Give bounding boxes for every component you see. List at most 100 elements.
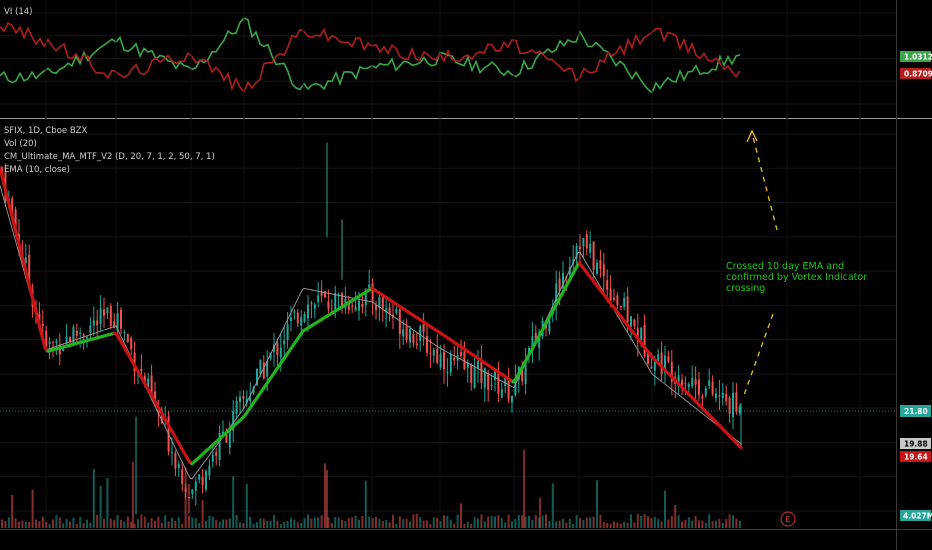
price-bar-body [225,432,228,443]
volume-bar [164,515,167,528]
volume-bar [181,523,184,528]
price-bar-body [354,306,357,311]
volume-bar [619,523,622,528]
price-bar-body [385,308,388,313]
volume-bar [126,516,129,528]
price-bar-body [371,283,374,302]
volume-bar [470,523,473,528]
legend-volume[interactable]: Vol (20) [4,139,37,149]
volume-tag-text: 4.027M [903,512,932,521]
price-bar-body [538,331,541,349]
volume-bar [477,518,479,528]
price-bar-body [732,392,734,418]
volume-bar [21,520,24,528]
volume-bar [154,520,156,528]
price-bar-body [269,352,272,359]
lower-arrow[interactable] [742,313,774,399]
volume-bar [670,515,673,528]
earnings-circle [780,511,796,527]
volume-bar [256,522,258,528]
volume-bar [259,518,262,528]
price-bar-body [364,289,367,306]
volume-bar [412,514,415,528]
price-bar-body [174,452,177,469]
volume-bar [239,522,241,528]
price-bar-body [422,324,425,332]
price-bar-body [470,365,473,383]
price-bar-body [62,347,65,352]
price-bar-body [198,474,201,480]
earnings-marker[interactable]: E [780,511,796,527]
price-bar-body [381,296,384,309]
legend-ultimate-ma[interactable]: CM_Ultimate_MA_MTF_V2 (D, 20, 7, 1, 2, 5… [4,152,215,162]
volume-bar [565,522,568,528]
volume-bar [504,522,507,528]
volume-bar [208,515,211,528]
price-bar-body [626,296,629,323]
ultimate-ma-segment [10,214,17,230]
volume-bar [497,515,500,528]
volume-bar [674,505,677,528]
volume-bar [725,519,728,528]
volume-bar [521,515,524,528]
volume-bar [582,519,585,528]
price-bar-body [293,311,296,313]
volume-bars [1,450,741,528]
volume-bar [232,476,235,528]
price-bar-body [123,332,126,334]
price-bar-body [687,383,690,387]
price-bar-body [24,257,27,264]
price-tag-text: 21.80 [904,407,928,416]
main-panel[interactable]: SFIX, 1D, Cboe BZX Vol (20) CM_Ultimate_… [0,0,896,529]
vi-minus-tag-box [900,68,931,79]
vi-panel[interactable]: VI (14) [0,7,896,105]
price-bar-body [283,340,286,345]
price-bar-body [303,314,306,322]
price-bar-body [313,304,316,309]
price-bar-body [181,469,184,484]
price-bar-body [436,348,439,363]
price-bar-body [531,336,534,352]
volume-bar [249,516,252,528]
volume-bar [14,518,17,528]
volume-bar [58,517,61,528]
price-bar-body [194,481,197,491]
vi-plus-tag: 1.0312 [900,51,932,62]
price-bar-body [368,284,371,288]
volume-bar [606,522,609,528]
volume-bar [106,477,109,528]
volume-bar [330,522,333,528]
ultimate-ma-line [0,166,743,466]
volume-bar [623,521,626,528]
price-bar-body [296,312,299,324]
volume-bar [667,519,670,528]
volume-bar [327,517,330,528]
volume-bar [337,517,340,528]
legend-symbol[interactable]: SFIX, 1D, Cboe BZX [4,126,87,136]
price-bar-body [300,317,303,326]
upper-arrow[interactable] [746,129,778,231]
price-bar-body [69,337,71,343]
volume-bar [320,515,323,528]
price-bar-body [463,351,466,370]
ultimate-ma-segment [25,274,32,290]
price-bar-body [494,370,496,381]
volume-bar [602,522,605,528]
price-bar-body [613,297,615,300]
earnings-label: E [785,515,790,524]
price-bar-body [52,341,54,343]
volume-bar [728,514,731,528]
price-bar-body [667,356,670,362]
volume-bar [463,523,466,528]
volume-bar [293,519,296,528]
price-bar-body [623,297,626,308]
price-bar-body [572,259,575,264]
volume-bar [310,518,313,528]
volume-bar [473,517,476,528]
volume-bar [123,521,126,528]
volume-bar [429,523,432,528]
price-bar-body [45,330,48,347]
volume-bar [585,517,588,528]
price-bar-body [681,379,683,387]
legend-ema[interactable]: EMA (10, close) [4,165,70,175]
